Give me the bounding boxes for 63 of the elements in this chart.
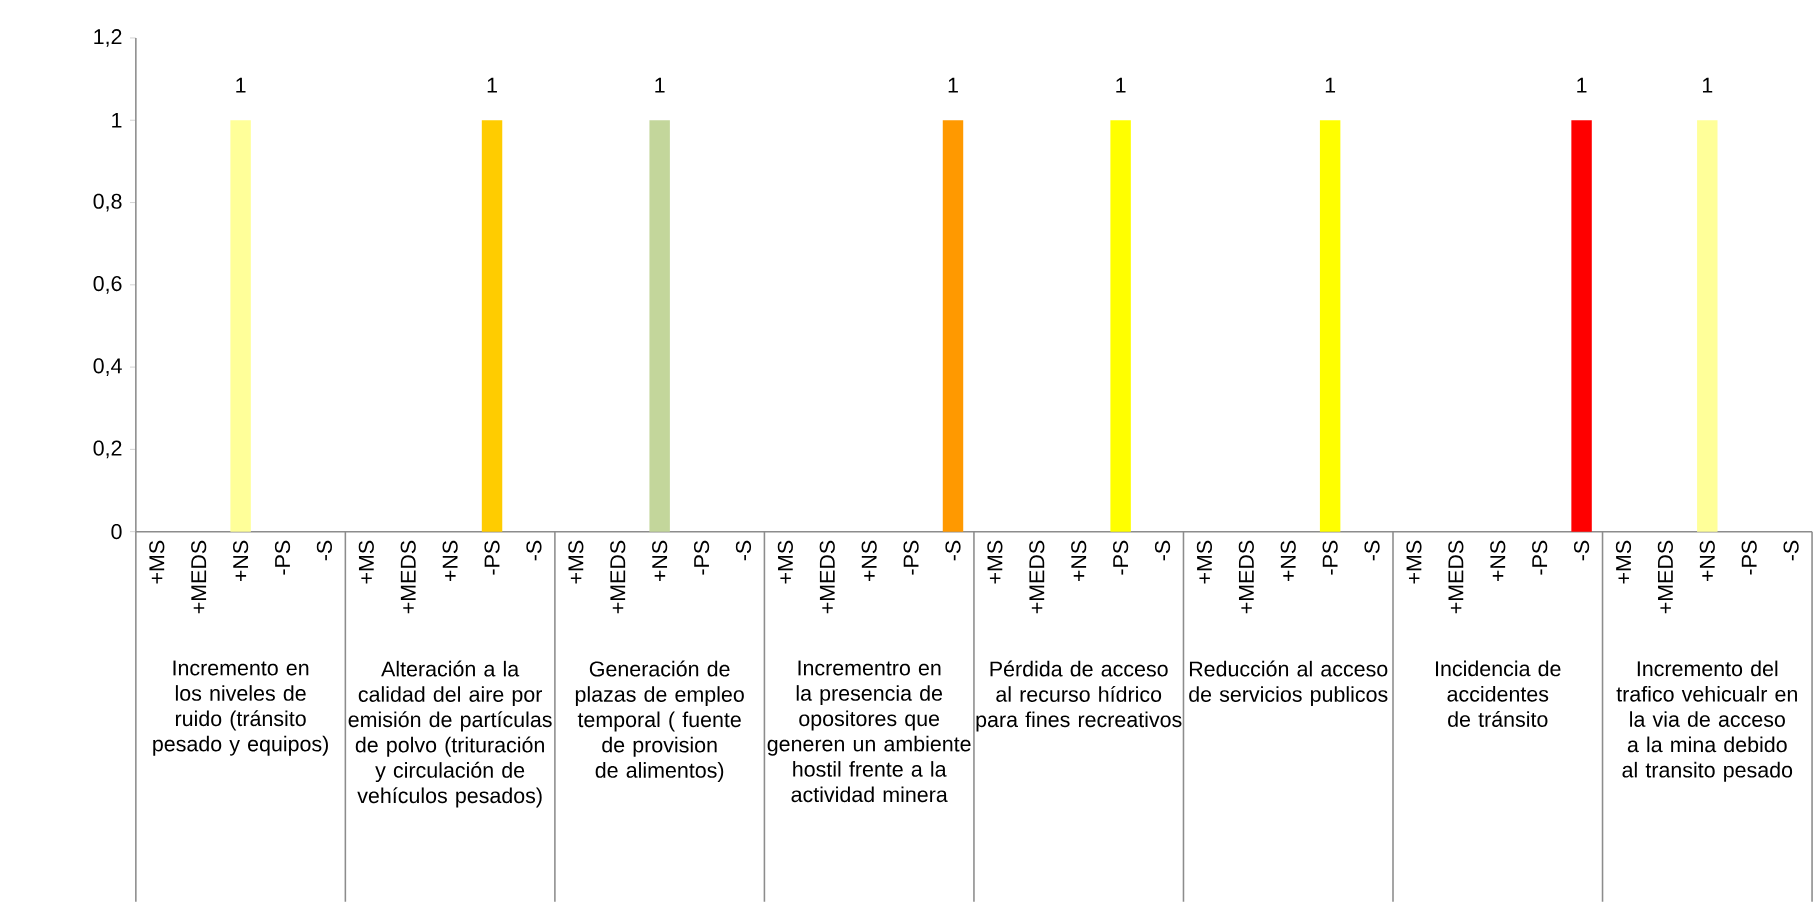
x-tick-label: +NS	[442, 541, 458, 582]
x-tick-label: +MEDS	[610, 541, 626, 614]
data-label: 1	[1577, 78, 1587, 93]
data-label: 1	[1325, 78, 1336, 93]
x-tick-label: +NS	[652, 541, 668, 582]
x-tick-label: +MS	[1615, 540, 1632, 584]
x-tick-label: +MEDS	[400, 541, 416, 614]
x-tick-label: -S	[1154, 540, 1171, 561]
x-tick-label: -S	[1783, 540, 1799, 561]
x-tick-label: -S	[316, 540, 332, 561]
x-tick-label: +NS	[1071, 541, 1087, 582]
text: Reducción al acceso de servicios publicos	[1189, 660, 1388, 707]
data-label: 1	[236, 78, 246, 93]
x-tick-label: +NS	[233, 541, 249, 582]
x-tick-label: -PS	[1532, 540, 1548, 575]
x-tick-label: +NS	[861, 541, 877, 582]
x-tick-label: +MS	[777, 540, 793, 584]
x-tick-label: +MS	[1196, 540, 1213, 584]
x-tick-label: +MS	[987, 540, 1003, 584]
text: Alteración a la calidad del aire por emisión de partículas de polvo (trituración y circulación de vehículos pesados)	[348, 660, 552, 808]
x-tick-label: -PS	[693, 540, 710, 575]
x-tick-label: -PS	[903, 540, 919, 575]
y-tick-label: 0	[111, 524, 122, 540]
x-tick-label: -S	[735, 540, 752, 561]
text: Pérdida de acceso al recurso hídrico para fines recreativos	[976, 660, 1182, 732]
x-tick-label: -PS	[1322, 540, 1338, 575]
x-tick-label: +MEDS	[191, 541, 207, 614]
x-tick-label: -S	[1364, 540, 1380, 561]
x-tick-label: -PS	[274, 540, 291, 575]
y-tick-label: 0,8	[93, 193, 122, 212]
data-label: 1	[948, 78, 958, 93]
data-label: 1	[1702, 78, 1713, 93]
x-tick-label: +MEDS	[1657, 541, 1673, 614]
x-tick-label: +MS	[149, 540, 165, 584]
y-tick-label: 1	[112, 113, 122, 128]
x-tick-label: +MEDS	[1238, 541, 1254, 614]
data-label: 1	[655, 78, 665, 93]
x-tick-label: -PS	[484, 540, 500, 575]
x-tick-label: +MEDS	[1448, 541, 1464, 614]
x-tick-label: +MEDS	[819, 541, 835, 614]
x-tick-label: +MS	[1406, 540, 1422, 584]
y-tick-label: 0,6	[93, 276, 122, 294]
x-tick-label: +NS	[1490, 541, 1506, 582]
data-label: 1	[487, 78, 497, 93]
y-tick-label: 1,2	[94, 29, 122, 47]
x-tick-label: -S	[945, 540, 961, 561]
x-tick-label: -S	[526, 540, 542, 561]
data-label: 1	[1116, 78, 1126, 93]
text: Incidencia de accidentes de tránsito	[1436, 660, 1561, 728]
x-tick-label: +MEDS	[1029, 541, 1045, 614]
text: Incremento del trafico vehicualr en la via de acceso a la mina debido al transito pesado	[1616, 660, 1797, 782]
text: Generación de plazas de empleo temporal ( fuente de provision de alimentos)	[575, 660, 744, 783]
text: Incremento en los niveles de ruido (tránsito pesado y equipos)	[153, 660, 328, 756]
y-tick-label: 0,2	[93, 440, 122, 459]
x-tick-label: -PS	[1113, 540, 1129, 575]
x-tick-label: +MS	[358, 540, 374, 584]
x-tick-label: +NS	[1699, 541, 1715, 582]
x-tick-label: -S	[1573, 540, 1590, 561]
y-tick-label: 0,4	[93, 358, 122, 377]
x-tick-label: -PS	[1741, 540, 1757, 575]
x-tick-label: +NS	[1280, 541, 1296, 582]
text: Incrementro en la presencia de opositores que generen un ambiente hostil frente a la actividad minera	[767, 660, 971, 803]
x-tick-label: +MS	[568, 540, 584, 584]
